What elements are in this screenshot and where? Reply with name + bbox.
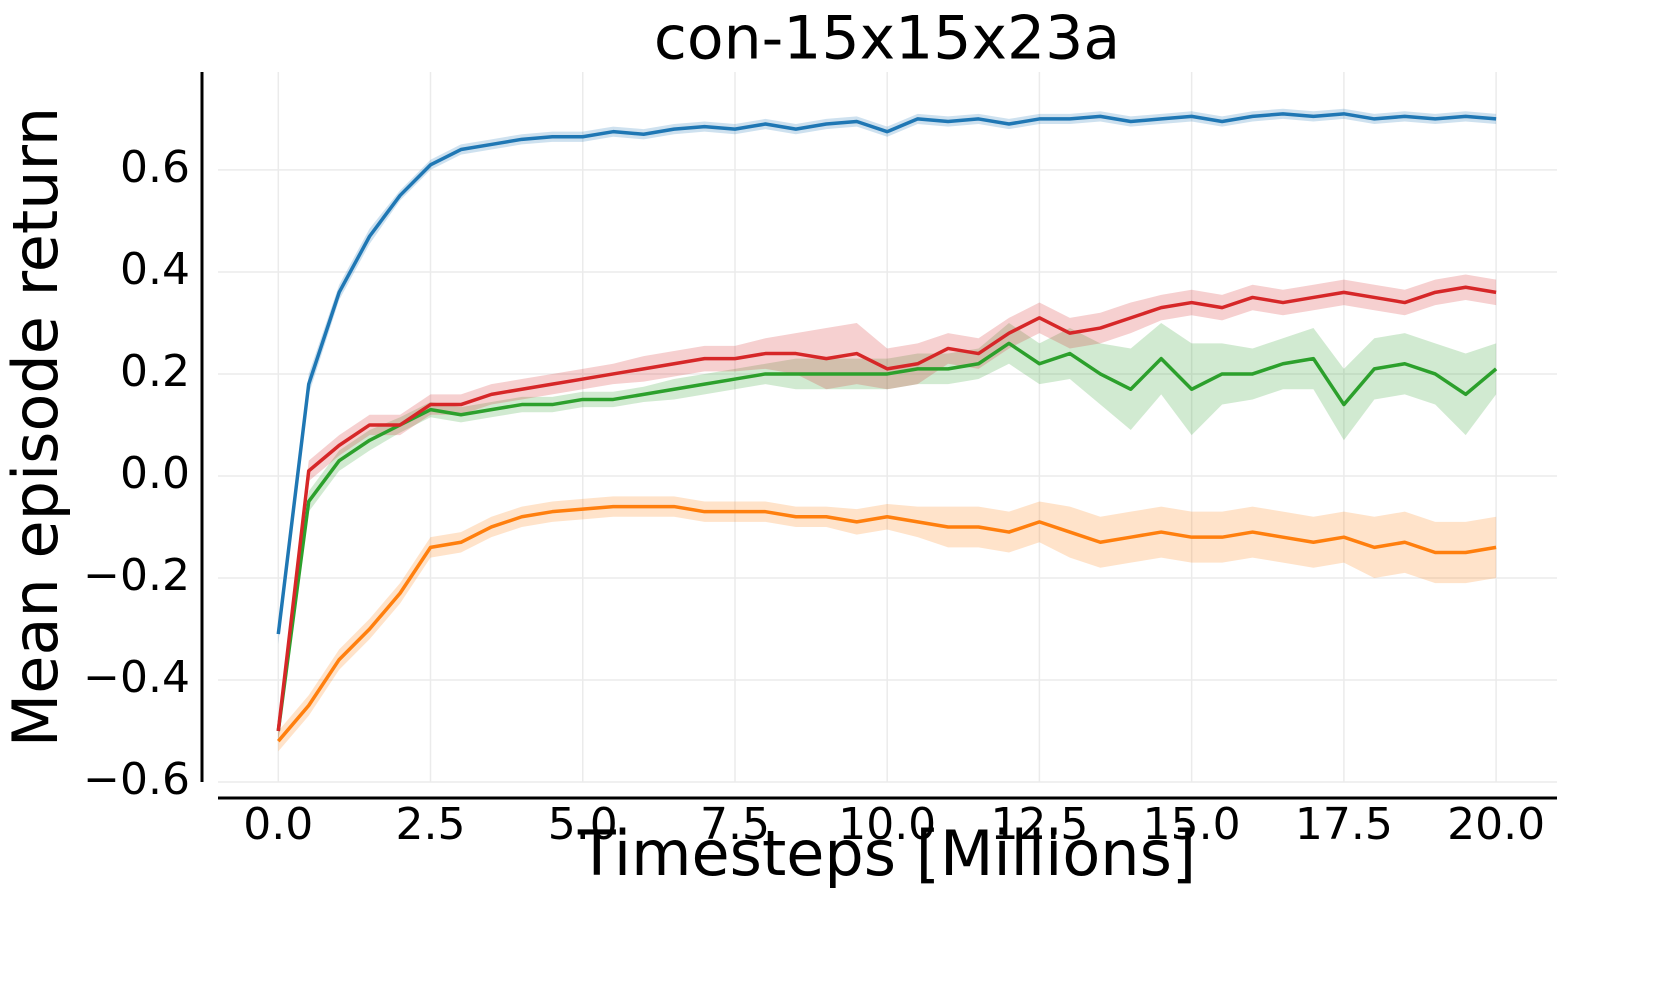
error-band bbox=[278, 322, 1497, 742]
line bbox=[276, 504, 1497, 743]
line bbox=[276, 341, 1498, 732]
y-tick-label: −0.6 bbox=[83, 754, 190, 805]
x-tick-label: 10.0 bbox=[838, 799, 936, 850]
line bbox=[276, 112, 1497, 635]
y-tick-label: 0.2 bbox=[120, 346, 190, 397]
y-tick-label: 0.6 bbox=[120, 142, 190, 193]
x-tick-label: 17.5 bbox=[1295, 799, 1393, 850]
chart-title: con-15x15x23a bbox=[654, 4, 1120, 74]
x-tick-label: 5.0 bbox=[548, 799, 618, 850]
y-tick-label: 0.4 bbox=[120, 244, 190, 295]
x-tick-label: 12.5 bbox=[990, 799, 1088, 850]
y-tick-label: −0.4 bbox=[83, 652, 190, 703]
x-axis-label: Timesteps [Millions] bbox=[577, 817, 1196, 890]
x-tick-label: 0.0 bbox=[243, 799, 313, 850]
y-tick-label: 0.0 bbox=[120, 448, 190, 499]
x-tick-label: 20.0 bbox=[1447, 799, 1545, 850]
y-axis-label: Mean episode return bbox=[0, 107, 72, 747]
x-tick-label: 2.5 bbox=[396, 799, 466, 850]
y-tick-label: −0.2 bbox=[83, 550, 190, 601]
x-tick-label: 7.5 bbox=[700, 799, 770, 850]
line bbox=[276, 285, 1497, 732]
error-band bbox=[278, 496, 1497, 752]
x-tick-label: 15.0 bbox=[1143, 799, 1241, 850]
